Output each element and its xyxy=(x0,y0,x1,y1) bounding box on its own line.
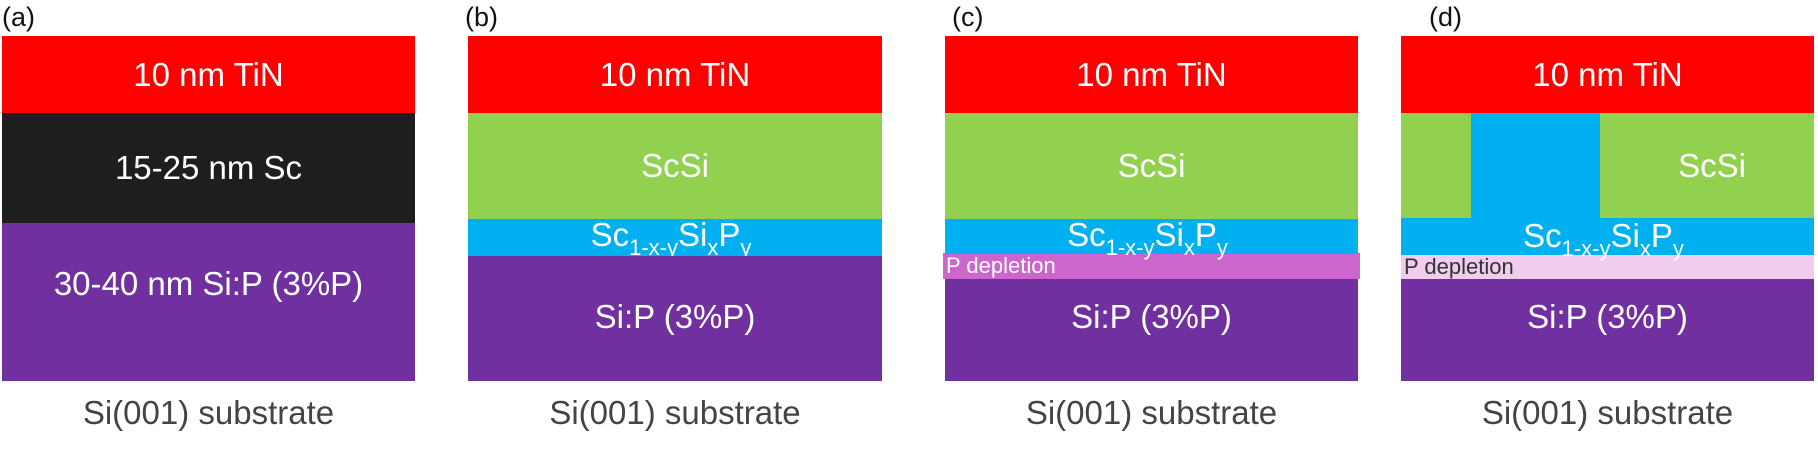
layer-sip: Si:P (3%P) xyxy=(1401,279,1814,381)
substrate-label: Si(001) substrate xyxy=(549,394,801,431)
substrate-label: Si(001) substrate xyxy=(1481,394,1734,431)
layer-scsi: ScSi xyxy=(945,113,1358,219)
layer-p-depletion xyxy=(1401,255,1814,279)
panel-label: (b) xyxy=(465,2,498,32)
scsip-column xyxy=(1471,113,1600,218)
layer-tin: 10 nm TiN xyxy=(1401,36,1814,113)
layer-label: 15-25 nm Sc xyxy=(114,149,303,186)
p-depletion-label: P depletion xyxy=(1404,254,1514,279)
layer-scsip: Sc1-x-ySixPy xyxy=(1401,217,1814,261)
panel-label: (c) xyxy=(952,2,984,32)
panel-c: (c) 10 nm TiN ScSi Sc1-x-ySixPy P deplet… xyxy=(943,0,1360,450)
layer-label: 10 nm TiN xyxy=(1532,55,1683,93)
layer-tin: 10 nm TiN xyxy=(2,36,415,113)
panel-label: (a) xyxy=(2,2,35,32)
panel-b: (b) 10 nm TiN ScSi Sc1-x-ySixPy Si:P (3%… xyxy=(465,0,882,450)
layer-label: Si:P (3%P) xyxy=(1527,298,1688,335)
layer-scsip: Sc1-x-ySixPy xyxy=(468,216,882,260)
layer-label: 10 nm TiN xyxy=(1076,55,1227,93)
layer-label: Sc1-x-ySixPy xyxy=(1067,216,1228,260)
layer-scsi: ScSi xyxy=(468,113,882,219)
layer-scsip: Sc1-x-ySixPy xyxy=(945,216,1358,260)
layer-label: Sc1-x-ySixPy xyxy=(590,216,752,260)
substrate-label: Si(001) substrate xyxy=(82,394,335,431)
layer-p-depletion xyxy=(943,253,1360,279)
layer-sip: 30-40 nm Si:P (3%P) xyxy=(2,223,415,381)
layer-label: ScSi xyxy=(641,147,709,184)
layer-sip: Si:P (3%P) xyxy=(945,279,1358,381)
layer-tin: 10 nm TiN xyxy=(468,36,882,113)
layer-label: ScSi xyxy=(1117,147,1186,184)
panel-a: (a) 10 nm TiN 15-25 nm Sc 30-40 nm Si:P … xyxy=(2,0,415,450)
p-depletion-label: P depletion xyxy=(946,253,1056,278)
panel-label: (d) xyxy=(1429,2,1462,32)
panel-d: (d) 10 nm TiN ScSi Sc1-x-ySixPy P deplet… xyxy=(1401,0,1814,450)
layer-label: 10 nm TiN xyxy=(133,55,284,93)
layer-sip: Si:P (3%P) xyxy=(468,256,882,381)
layer-label: Si:P (3%P) xyxy=(594,298,756,335)
layer-label: 30-40 nm Si:P (3%P) xyxy=(53,265,364,302)
layer-sc: 15-25 nm Sc xyxy=(2,113,415,223)
substrate-label: Si(001) substrate xyxy=(1025,394,1278,431)
layer-label: Si:P (3%P) xyxy=(1071,298,1232,335)
layer-label: ScSi xyxy=(1678,146,1746,184)
layer-label: Sc1-x-ySixPy xyxy=(1523,217,1684,261)
layer-scsi-left xyxy=(1401,113,1471,218)
layer-tin: 10 nm TiN xyxy=(945,36,1358,113)
layer-scsi-right: ScSi xyxy=(1600,113,1814,218)
layer-label: 10 nm TiN xyxy=(599,55,751,93)
